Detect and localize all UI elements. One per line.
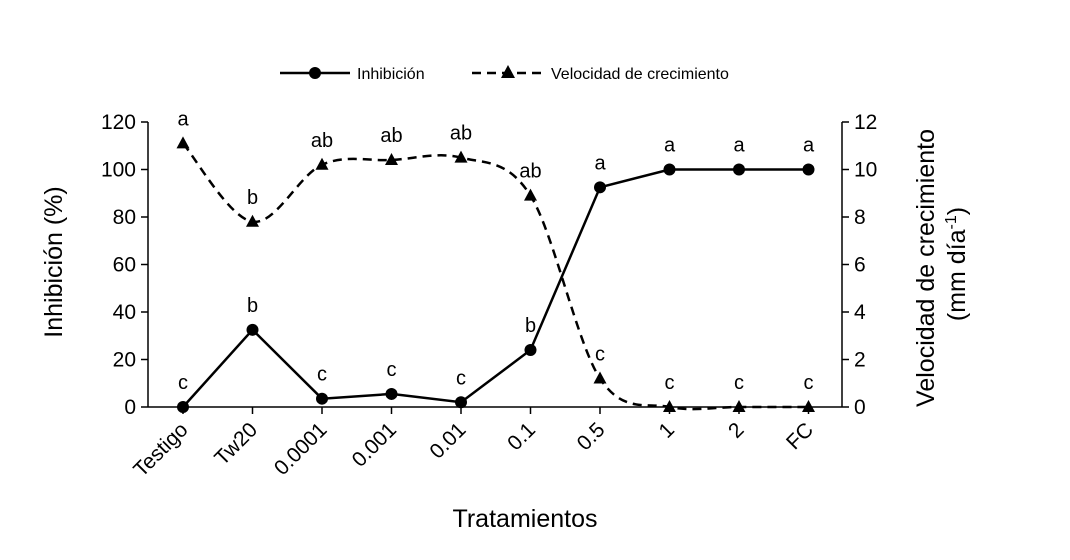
- legend-marker-inhibicion: [309, 67, 321, 79]
- y2-title-main: (mm día: [943, 229, 971, 321]
- x-tick-label: 0.01: [425, 418, 470, 463]
- point-inhibicion: [594, 181, 606, 194]
- legend-marker-velocidad: [501, 65, 515, 78]
- significance-letter-velocidad: c: [804, 372, 814, 394]
- legend: Inhibición Velocidad de crecimiento: [280, 65, 729, 83]
- point-velocidad: [593, 371, 607, 384]
- x-tick-label: FC: [782, 418, 818, 454]
- point-inhibicion: [316, 392, 328, 405]
- point-velocidad: [246, 214, 259, 227]
- significance-letter-velocidad: ab: [311, 130, 333, 152]
- x-tick-label: 1: [655, 418, 680, 443]
- x-tick-label: 0.5: [573, 418, 610, 455]
- point-inhibicion: [177, 401, 189, 413]
- y-axis-right-ticks: 0 2 4 6 8 10 12: [842, 111, 877, 419]
- significance-letter-velocidad: ab: [450, 123, 472, 145]
- significance-letter-inhibicion: a: [803, 135, 815, 157]
- y-left-tick-label: 80: [113, 206, 136, 229]
- point-inhibicion: [663, 163, 676, 176]
- legend-label-velocidad: Velocidad de crecimiento: [551, 66, 729, 83]
- y-right-tick-label: 8: [854, 206, 866, 229]
- y-axis-left-title: Inhibición (%): [40, 186, 68, 337]
- significance-letter-velocidad: c: [734, 372, 744, 394]
- significance-letter-inhibicion: c: [317, 364, 327, 386]
- point-inhibicion: [385, 387, 398, 400]
- significance-letter-velocidad: ab: [519, 161, 541, 183]
- significance-letter-inhibicion: c: [178, 372, 188, 394]
- y-right-tick-label: 10: [854, 159, 877, 182]
- y-left-tick-label: 100: [101, 159, 136, 182]
- point-inhibicion: [802, 163, 815, 176]
- y2-title-close: ): [943, 207, 971, 215]
- significance-letter-inhibicion: c: [456, 367, 466, 389]
- y-right-tick-label: 0: [854, 396, 866, 419]
- x-axis-ticks: Testigo Tw20 0.0001 0.001 0.01 0.1 0.5 1 2 FC: [129, 407, 818, 482]
- y-axis-left-ticks: 0 20 40 60 80 100 120: [101, 111, 148, 419]
- x-tick-label: Testigo: [129, 418, 192, 481]
- x-axis-title: Tratamientos: [453, 505, 598, 533]
- point-velocidad: [524, 188, 537, 201]
- significance-letter-inhibicion: b: [525, 315, 536, 337]
- x-tick-label: 0.0001: [270, 418, 332, 480]
- y-right-tick-label: 4: [854, 301, 866, 324]
- y-right-tick-label: 12: [854, 111, 877, 134]
- significance-letter-inhibicion: a: [594, 152, 606, 174]
- series-line-velocidad: [182, 142, 809, 411]
- x-tick-label: 0.001: [348, 418, 401, 471]
- y-right-tick-label: 6: [854, 254, 866, 277]
- point-velocidad: [454, 150, 468, 163]
- x-tick-label: Tw20: [210, 418, 262, 470]
- y2-title-sup: -1: [943, 215, 960, 229]
- y-left-tick-label: 40: [113, 301, 136, 324]
- point-velocidad: [732, 400, 746, 412]
- point-velocidad: [385, 153, 398, 165]
- y-left-tick-label: 20: [113, 349, 136, 372]
- point-inhibicion: [733, 163, 745, 176]
- y-axis-right-title-line2: (mm día-1): [943, 207, 971, 321]
- significance-letter-velocidad: a: [177, 108, 189, 130]
- point-velocidad: [802, 400, 815, 412]
- point-inhibicion: [524, 344, 537, 356]
- significance-letter-velocidad: c: [595, 344, 605, 366]
- significance-letter-velocidad: b: [247, 187, 258, 209]
- y-axis-right-title-line1: Velocidad de crecimiento: [912, 129, 940, 407]
- y-left-tick-label: 0: [124, 396, 136, 419]
- point-inhibicion: [246, 323, 259, 336]
- y-left-tick-label: 120: [101, 111, 136, 134]
- significance-letter-velocidad: ab: [380, 125, 402, 147]
- significance-letter-inhibicion: c: [387, 359, 397, 381]
- point-velocidad: [315, 157, 329, 170]
- point-inhibicion: [455, 396, 467, 409]
- significance-letter-inhibicion: b: [247, 295, 258, 317]
- significance-letter-inhibicion: a: [664, 135, 676, 157]
- significance-letter-inhibicion: a: [733, 135, 745, 157]
- y-right-tick-label: 2: [854, 349, 866, 372]
- point-velocidad: [663, 400, 676, 412]
- significance-letter-velocidad: c: [665, 372, 675, 394]
- point-velocidad: [176, 136, 190, 149]
- legend-label-inhibicion: Inhibición: [357, 66, 425, 83]
- x-tick-label: 2: [724, 418, 749, 443]
- x-tick-label: 0.1: [503, 418, 540, 455]
- series-line-inhibicion: [182, 168, 809, 408]
- y-left-tick-label: 60: [113, 254, 136, 277]
